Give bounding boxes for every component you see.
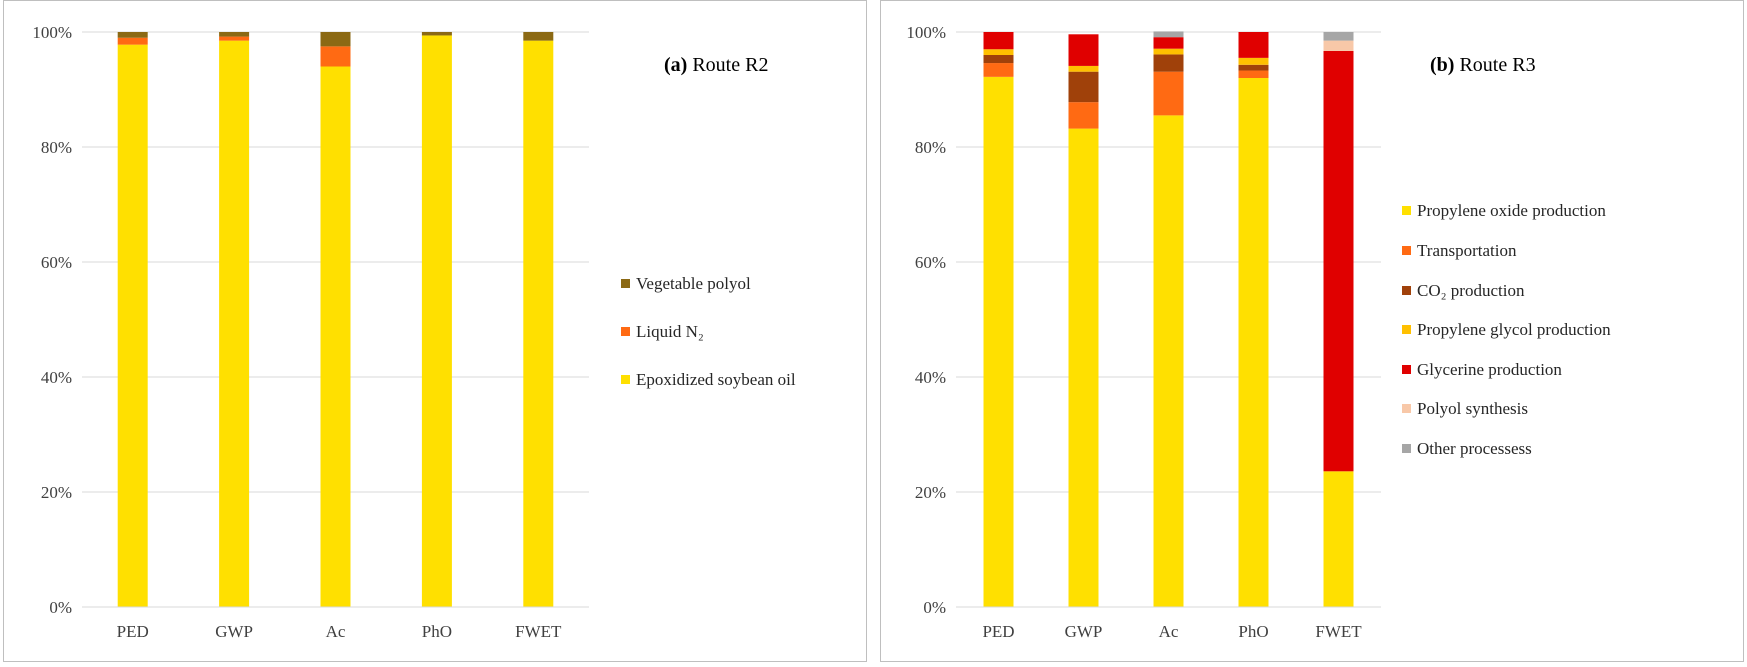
- bar-segment: [1323, 471, 1354, 607]
- legend-swatch: [1402, 286, 1411, 295]
- bar-segment: [1153, 37, 1184, 49]
- x-tick-label: Ac: [326, 622, 346, 641]
- bar-segment: [117, 32, 148, 38]
- y-tick-label: 80%: [915, 138, 946, 157]
- legend-swatch: [1402, 444, 1411, 453]
- bar-segment: [1323, 50, 1354, 472]
- legend-label: Liquid N₂: [636, 322, 704, 341]
- bar-segment: [983, 55, 1014, 64]
- bar-segment: [983, 63, 1014, 77]
- bar-segment: [1238, 32, 1269, 58]
- y-tick-label: 80%: [41, 138, 72, 157]
- y-tick-label: 20%: [915, 483, 946, 502]
- y-tick-label: 60%: [915, 253, 946, 272]
- y-tick-label: 100%: [32, 23, 72, 42]
- legend-label: CO₂ production: [1417, 281, 1525, 300]
- legend-label: Epoxidized soybean oil: [636, 370, 796, 389]
- x-tick-label: Ac: [1159, 622, 1179, 641]
- bar-segment: [983, 32, 1014, 50]
- legend-label: Glycerine production: [1417, 360, 1562, 379]
- y-tick-label: 40%: [915, 368, 946, 387]
- legend-swatch: [1402, 325, 1411, 334]
- bar-segment: [421, 35, 452, 607]
- x-tick-label: PhO: [1238, 622, 1268, 641]
- legend-label: Propylene oxide production: [1417, 201, 1606, 220]
- legend-swatch: [1402, 206, 1411, 215]
- y-tick-label: 60%: [41, 253, 72, 272]
- bar-segment: [219, 40, 250, 607]
- legend-swatch: [621, 327, 630, 336]
- bar-segment: [1153, 31, 1184, 38]
- x-tick-label: PED: [117, 622, 149, 641]
- bar-segment: [1323, 32, 1354, 41]
- legend-swatch: [1402, 365, 1411, 374]
- x-tick-label: GWP: [215, 622, 253, 641]
- legend-label: Propylene glycol production: [1417, 320, 1611, 339]
- legend-swatch: [621, 279, 630, 288]
- x-tick-label: PhO: [422, 622, 452, 641]
- x-tick-label: FWET: [1315, 622, 1362, 641]
- chart-a-svg: 0% 20% 40% 60% 80% 100% PED GWP Ac PhO FWET (a) Rou…: [32, 23, 796, 641]
- y-tick-label: 0%: [923, 598, 946, 617]
- legend-swatch: [1402, 246, 1411, 255]
- legend-label: Other processess: [1417, 439, 1532, 458]
- bar-segment: [1238, 78, 1269, 607]
- bar-segment: [320, 32, 351, 47]
- legend-label: Vegetable polyol: [636, 274, 751, 293]
- bar-segment: [1068, 71, 1099, 103]
- bar-segment: [320, 66, 351, 607]
- legend-label: Polyol synthesis: [1417, 399, 1528, 418]
- bar-segment: [1153, 48, 1184, 55]
- bar-segment: [219, 32, 250, 37]
- bar-segment: [320, 46, 351, 67]
- bar-segment: [219, 36, 250, 41]
- bar-segment: [1238, 57, 1269, 65]
- legend-swatch: [1402, 404, 1411, 413]
- chart-panel-b: 0% 20% 40% 60% 80% 100% PED GWP Ac PhO FWET (b) Rou…: [880, 0, 1744, 662]
- bar-segment: [1068, 102, 1099, 129]
- x-tick-label: GWP: [1065, 622, 1103, 641]
- bar-segment: [117, 37, 148, 45]
- x-tick-label: FWET: [515, 622, 562, 641]
- x-tick-label: PED: [982, 622, 1014, 641]
- bar-segment: [523, 40, 554, 607]
- bar-segment: [983, 49, 1014, 55]
- chart-panel-a: 0% 20% 40% 60% 80% 100% PED GWP Ac PhO FWET (a) Rou…: [3, 0, 867, 662]
- chart-title-b: (b) Route R3: [1430, 54, 1536, 76]
- y-tick-label: 100%: [906, 23, 946, 42]
- bar-segment: [1068, 128, 1099, 607]
- bar-segment: [1068, 34, 1099, 66]
- y-tick-label: 20%: [41, 483, 72, 502]
- y-tick-label: 0%: [49, 598, 72, 617]
- bar-segment: [1153, 71, 1184, 116]
- y-tick-label: 40%: [41, 368, 72, 387]
- bar-segment: [1238, 64, 1269, 71]
- bar-segment: [1068, 65, 1099, 72]
- chart-b-svg: 0% 20% 40% 60% 80% 100% PED GWP Ac PhO FWET (b) Rou…: [906, 23, 1611, 641]
- bar-segment: [1153, 54, 1184, 72]
- legend-swatch: [621, 375, 630, 384]
- bar-segment: [983, 76, 1014, 608]
- bar-segment: [1153, 115, 1184, 607]
- legend-label: Transportation: [1417, 241, 1517, 260]
- bar-segment: [421, 32, 452, 36]
- bar-segment: [1323, 40, 1354, 51]
- bar-segment: [523, 32, 554, 41]
- bar-segment: [117, 44, 148, 607]
- chart-title-a: (a) Route R2: [664, 54, 768, 76]
- bar-segment: [1238, 70, 1269, 78]
